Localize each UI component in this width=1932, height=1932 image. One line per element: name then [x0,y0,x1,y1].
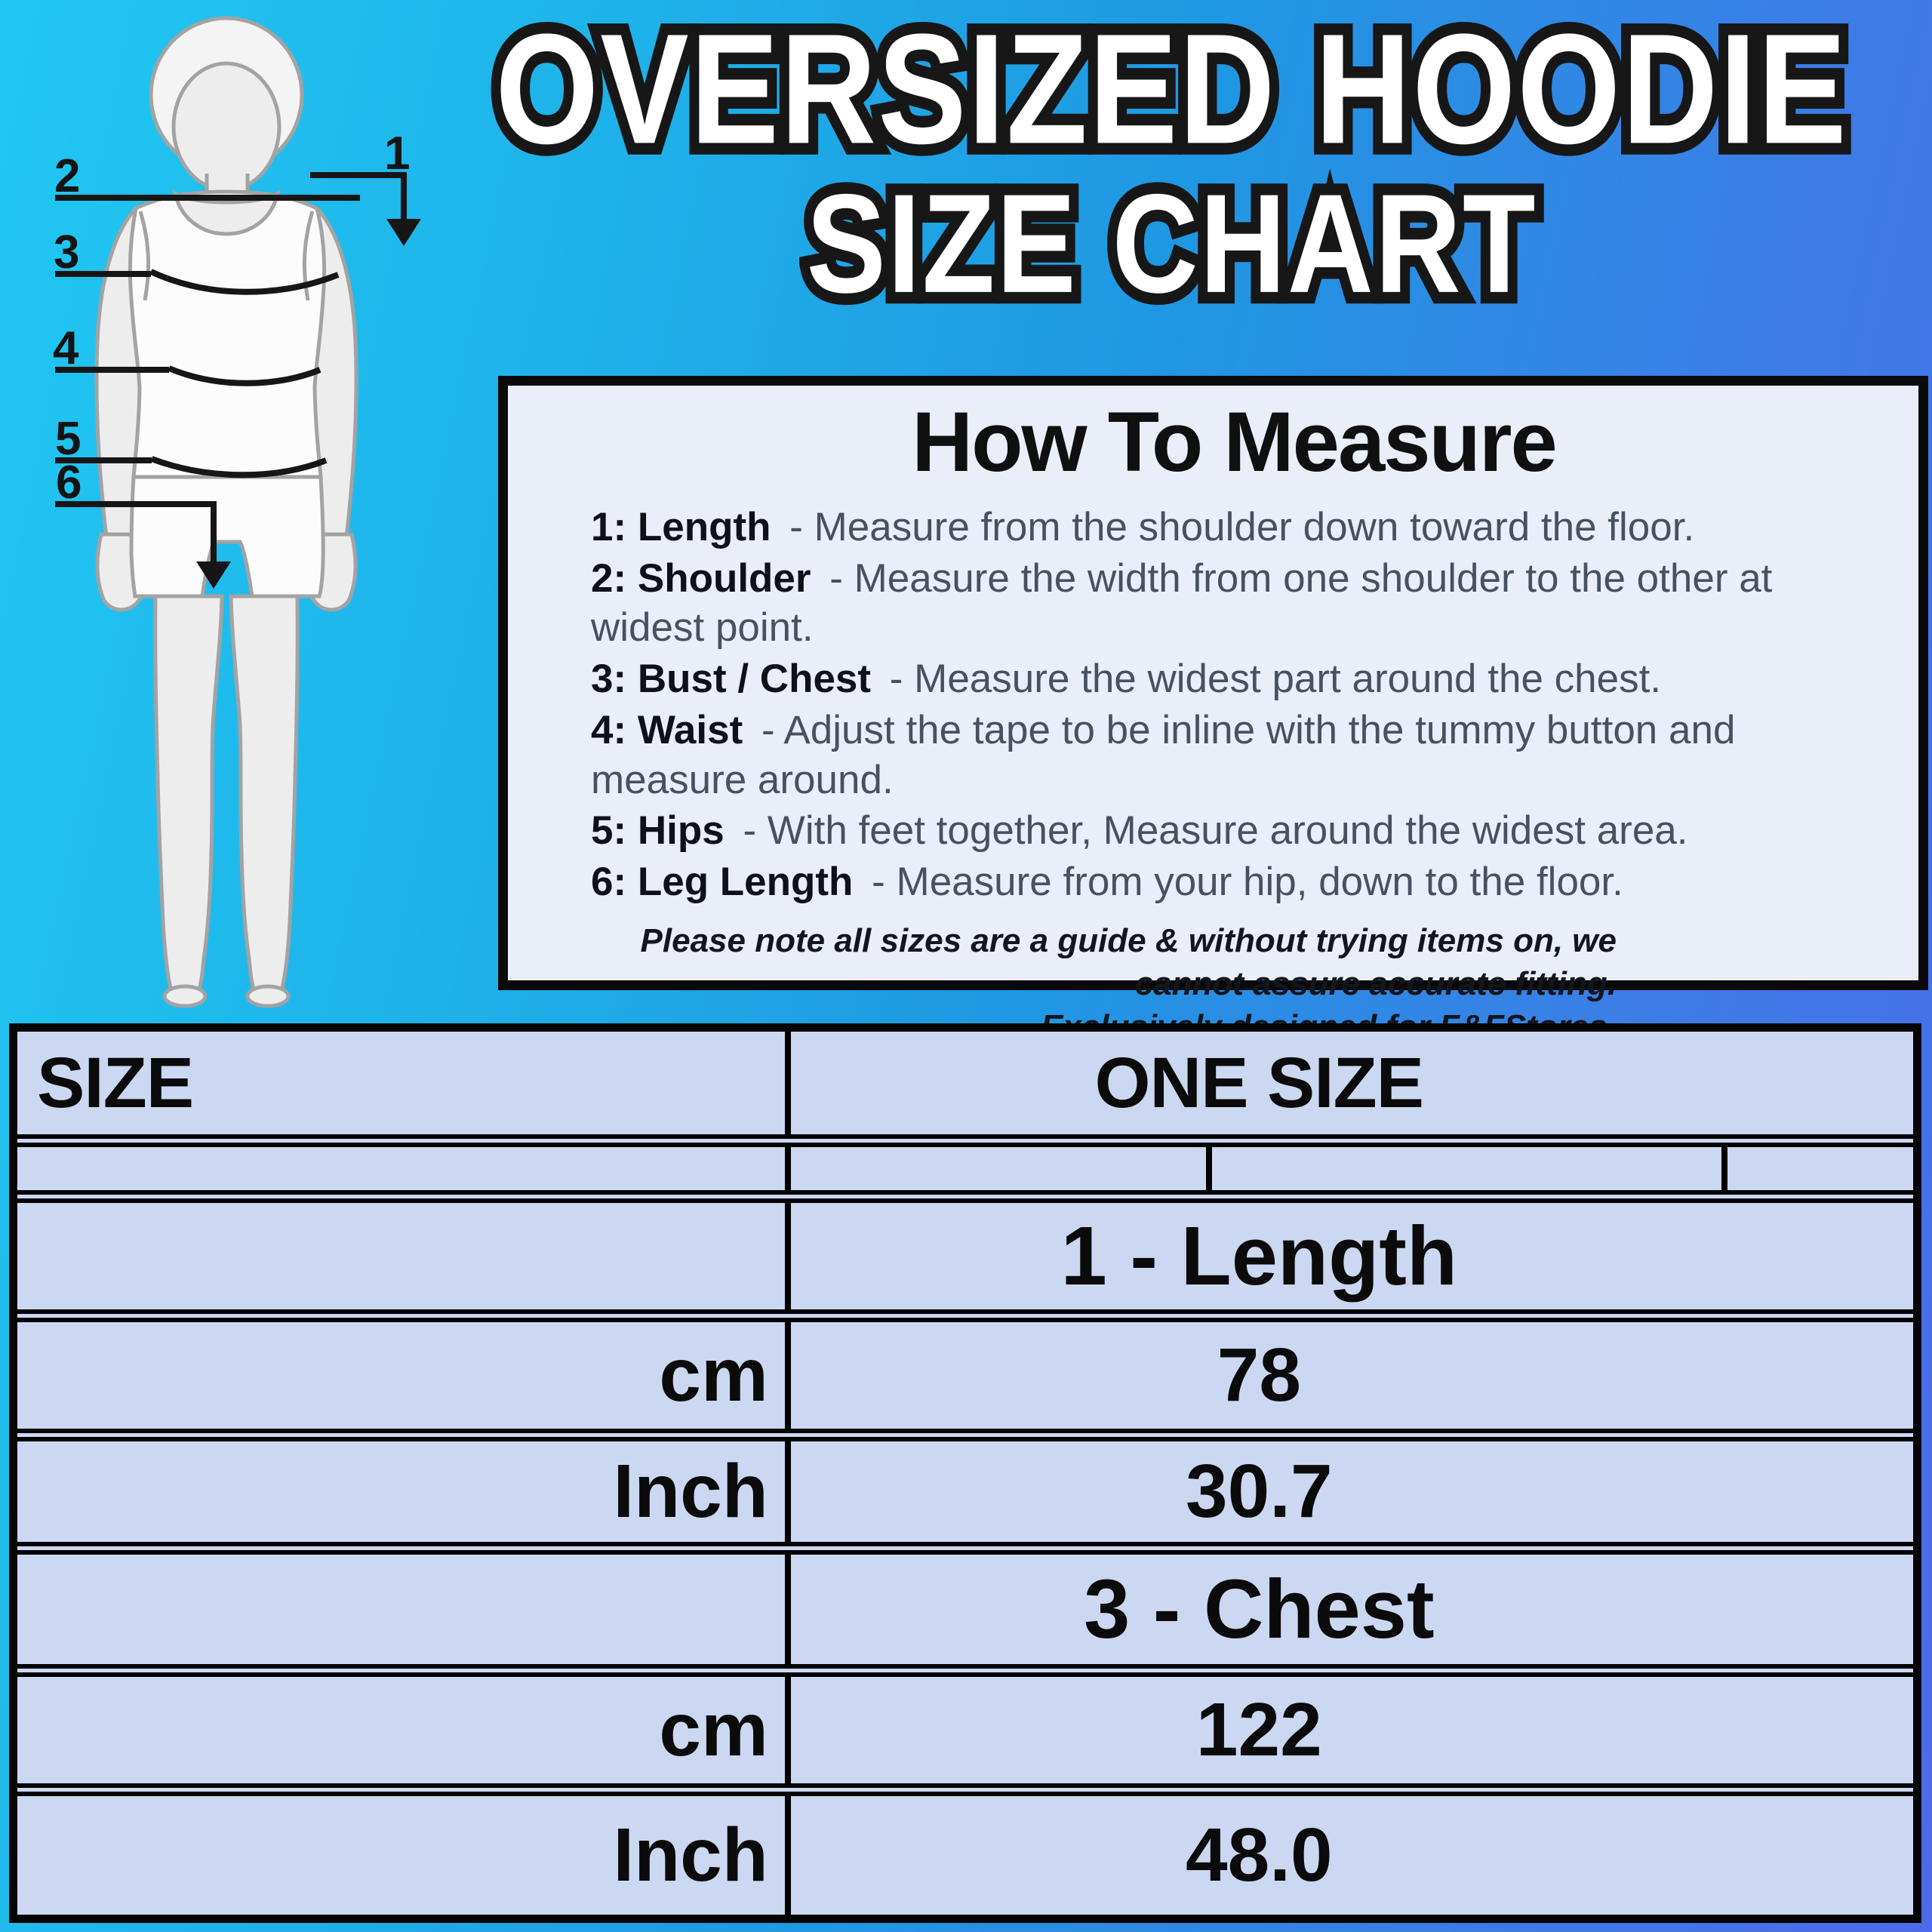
chest-band [149,269,340,295]
measure-step-text: - With feet together, Measure around the… [743,808,1688,854]
size-table-empty-row [17,1134,1913,1190]
value-length-cm: 78 [1217,1333,1301,1417]
measurement-row: cm 78 [17,1309,1913,1429]
value-chest-cm: 122 [1195,1687,1322,1772]
section-title-row: 1 - Length [17,1190,1913,1309]
figure-marker-label: 4 [53,322,79,374]
measure-step-text: - Measure the widest part around the che… [889,657,1662,702]
empty-cell [1727,1322,1913,1429]
right-leg [231,596,297,991]
unit-label-cm: cm [17,1677,791,1783]
left-foot [162,984,208,1008]
measure-step: 1: Length - Measure from the shoulder do… [591,503,1877,552]
figure-marker-label: 5 [55,413,81,465]
empty-cell [1727,1677,1913,1783]
measure-step: 5: Hips - With feet together, Measure ar… [591,806,1877,856]
hip-band [150,456,328,478]
unit-label-inch: Inch [17,1796,791,1915]
right-foot [245,984,291,1008]
measure-step-label: 2: Shoulder [591,555,811,601]
title-line-2: SIZE CHART [411,164,1932,325]
unit-label-cm: cm [17,1322,791,1429]
figure-marker-label: 6 [56,457,82,509]
size-table-header-size: SIZE [17,1032,791,1134]
measure-step-label: 4: Waist [591,707,743,752]
measure-step: 3: Bust / Chest - Measure the widest par… [591,654,1877,704]
figure-marker-label: 3 [54,226,79,278]
measure-step: 4: Waist - Adjust the tape to be inline … [591,706,1877,804]
size-table-header-row: SIZE ONE SIZE [17,1032,1913,1134]
marker-line-6 [55,501,217,566]
empty-cell [17,1147,791,1190]
value-chest-inch: 48.0 [1186,1813,1333,1897]
empty-cell [1727,1203,1913,1309]
measure-step-text: - Measure from your hip, down to the flo… [872,860,1623,905]
size-table-header-spare-cell [1727,1032,1913,1134]
section-title-chest: 3 - Chest [1084,1563,1435,1656]
empty-cell [1727,1441,1913,1542]
figure-marker-labels: 1 2 3 4 5 6 [53,128,410,509]
measure-step: 2: Shoulder - Measure the width from one… [591,554,1877,653]
measure-step: 6: Leg Length - Measure from your hip, d… [591,857,1877,907]
measurement-row: Inch 30.7 [17,1429,1913,1542]
disclaimer-note: Please note all sizes are a guide & with… [640,921,1617,1002]
empty-cell [1727,1796,1913,1915]
figure-marker-label: 2 [54,150,80,202]
arrow-down-icon [196,561,231,589]
marker-line-1 [310,172,407,223]
unit-label-inch: Inch [17,1441,791,1542]
measure-step-text: - Measure the width from one shoulder to… [591,555,1773,651]
empty-cell [1727,1555,1913,1664]
empty-cell [1727,1147,1913,1190]
size-table: SIZE ONE SIZE 1 - Length cm 78 Inch 30.7… [9,1023,1921,1923]
measure-step-text: - Measure from the shoulder down toward … [789,505,1695,549]
left-armhole-seam [138,211,151,301]
measure-step-label: 1: Length [591,505,771,549]
section-title-row: 3 - Chest [17,1542,1913,1664]
right-armhole-seam [302,211,315,301]
measure-step-text: - Adjust the tape to be inline with the … [591,707,1736,802]
shorts [129,475,325,598]
size-table-header-one-size: ONE SIZE [1094,1042,1424,1123]
left-leg [153,594,224,993]
measurement-lines [55,172,407,566]
measurement-row: cm 122 [17,1664,1913,1783]
value-length-inch: 30.7 [1186,1449,1333,1534]
empty-cell [791,1147,1212,1190]
panel-heading: How To Measure [912,395,1558,489]
measure-step-label: 3: Bust / Chest [591,657,872,702]
title-line-1: OVERSIZED HOODIE [411,8,1932,172]
empty-cell [17,1555,791,1664]
how-to-measure-panel: How To Measure 1: Length - Measure from … [498,376,1928,1045]
empty-cell [1212,1147,1727,1190]
tank-top [128,189,327,479]
face-shape [171,61,281,192]
section-title-length: 1 - Length [1060,1210,1458,1303]
measurement-row: Inch 48.0 [17,1783,1913,1915]
body-silhouette [94,16,356,1008]
empty-cell [17,1203,791,1309]
page-title: OVERSIZED HOODIE SIZE CHART [411,8,1932,325]
waist-band [168,365,321,386]
figure-marker-label: 1 [384,128,410,180]
measure-step-label: 6: Leg Length [591,860,854,905]
measure-step-label: 5: Hips [591,808,724,854]
body-measurement-figure: 1 2 3 4 5 6 [53,16,421,1008]
